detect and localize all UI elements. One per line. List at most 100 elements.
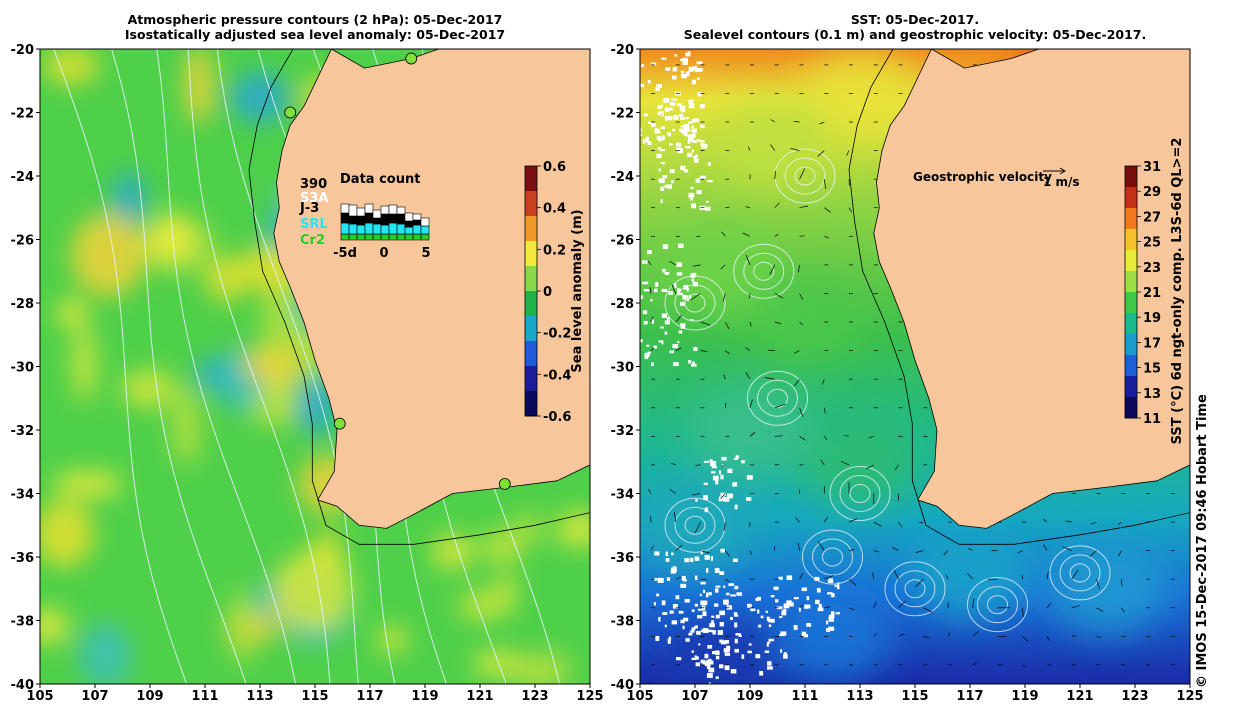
- cloud-pixel: [674, 283, 677, 289]
- cloud-pixel: [655, 87, 660, 92]
- cloud-pixel: [661, 288, 668, 292]
- cloud-pixel: [686, 287, 689, 292]
- velocity-arrow: [945, 574, 949, 580]
- x-tick-label: 115: [301, 689, 328, 704]
- cloud-pixel: [672, 344, 679, 349]
- cloud-pixel: [650, 62, 657, 66]
- velocity-arrow: [691, 493, 701, 496]
- velocity-arrow: [823, 179, 827, 190]
- velocity-arrow: [650, 347, 655, 351]
- cloud-pixel: [660, 126, 665, 130]
- y-tick-label: -38: [611, 615, 635, 630]
- cloud-pixel: [700, 600, 707, 606]
- histogram-bar-segment: [380, 205, 390, 215]
- velocity-arrow: [790, 147, 800, 151]
- colorbar-cell: [1125, 271, 1137, 293]
- cloud-pixel: [716, 567, 719, 572]
- right-panel-title: SST: 05-Dec-2017. Sealevel contours (0.1…: [640, 12, 1190, 42]
- cloud-pixel: [694, 68, 700, 73]
- right-land: [873, 49, 1190, 529]
- velocity-arrow: [820, 459, 825, 466]
- histogram-bar-segment: [372, 217, 382, 225]
- x-tick-label: 111: [791, 689, 818, 704]
- velocity-arrow: [848, 207, 853, 213]
- cloud-pixel: [655, 636, 660, 641]
- colorbar-tick-label: 0: [543, 285, 552, 300]
- sla-blob: [120, 369, 177, 408]
- cloud-pixel: [658, 168, 661, 172]
- cloud-pixel: [726, 645, 731, 651]
- cloud-pixel: [660, 111, 664, 114]
- cloud-pixel: [747, 603, 752, 608]
- cloud-pixel: [669, 102, 676, 106]
- cloud-pixel: [706, 629, 713, 633]
- cloud-pixel: [691, 609, 695, 612]
- colorbar-tick-label: 31: [1143, 160, 1161, 175]
- cloud-pixel: [656, 282, 659, 287]
- cloud-pixel: [643, 321, 648, 325]
- cloud-pixel: [661, 600, 666, 606]
- colorbar-tick-label: 27: [1143, 210, 1161, 225]
- velocity-arrow: [799, 407, 804, 417]
- sst-patch: [640, 480, 755, 571]
- velocity-arrow: [915, 578, 924, 588]
- y-tick-label: -32: [11, 424, 35, 439]
- cloud-pixel: [680, 583, 687, 588]
- y-tick-label: -24: [611, 170, 635, 185]
- cloud-pixel: [828, 578, 834, 584]
- cloud-pixel: [657, 147, 662, 150]
- velocity-arrow: [675, 347, 682, 351]
- cloud-pixel: [683, 125, 690, 131]
- velocity-arrow: [848, 607, 855, 611]
- cloud-pixel: [661, 135, 665, 141]
- cloud-pixel: [706, 200, 709, 203]
- cloud-pixel: [779, 634, 785, 637]
- cloud-pixel: [750, 608, 756, 612]
- velocity-arrow: [799, 321, 804, 326]
- histogram-bar-segment: [396, 206, 406, 215]
- cloud-pixel: [699, 175, 706, 180]
- sla-blob: [149, 213, 193, 263]
- cloud-pixel: [767, 641, 771, 644]
- velocity-arrow: [1043, 544, 1048, 551]
- cloud-pixel: [661, 313, 668, 318]
- velocity-arrow: [873, 521, 882, 527]
- colorbar-tick-label: 17: [1143, 336, 1161, 351]
- cloud-pixel: [680, 324, 686, 329]
- sealevel-contour: [967, 577, 1028, 633]
- histogram-bar-segment: [388, 222, 398, 235]
- cloud-pixel: [688, 360, 692, 364]
- cloud-pixel: [679, 128, 686, 133]
- velocity-arrow: [848, 578, 857, 586]
- cloud-pixel: [730, 594, 736, 597]
- cloud-pixel: [768, 624, 772, 628]
- sealevel-contour: [1059, 554, 1101, 592]
- cloud-pixel: [719, 610, 725, 616]
- histogram-bar-segment: [396, 213, 406, 225]
- velocity-arrow: [824, 207, 831, 213]
- velocity-arrow: [1120, 579, 1123, 586]
- cloud-pixel: [684, 124, 690, 128]
- histogram-bar-segment: [420, 225, 430, 235]
- cloud-pixel: [676, 657, 682, 661]
- cloud-pixel: [793, 625, 798, 630]
- cloud-pixel: [741, 460, 745, 464]
- cloud-pixel: [673, 115, 679, 120]
- histogram-bar-segment: [404, 233, 414, 241]
- y-tick-label: -40: [11, 678, 35, 693]
- cloud-pixel: [748, 643, 752, 646]
- colorbar-tick-label: 0.6: [543, 160, 566, 175]
- tide-gauges: [284, 52, 511, 490]
- cloud-pixel: [767, 661, 772, 666]
- cloud-pixel: [692, 361, 695, 367]
- cloud-pixel: [711, 471, 716, 474]
- velocity-arrow: [724, 402, 727, 408]
- velocity-arrow: [793, 120, 800, 123]
- cloud-pixel: [655, 127, 658, 131]
- velocity-arrow: [1071, 569, 1079, 580]
- y-tick-label: -38: [11, 615, 35, 630]
- cloud-pixel: [715, 585, 721, 588]
- cloud-pixel: [656, 135, 661, 140]
- cloud-pixel: [835, 612, 840, 615]
- cloud-pixel: [669, 350, 674, 354]
